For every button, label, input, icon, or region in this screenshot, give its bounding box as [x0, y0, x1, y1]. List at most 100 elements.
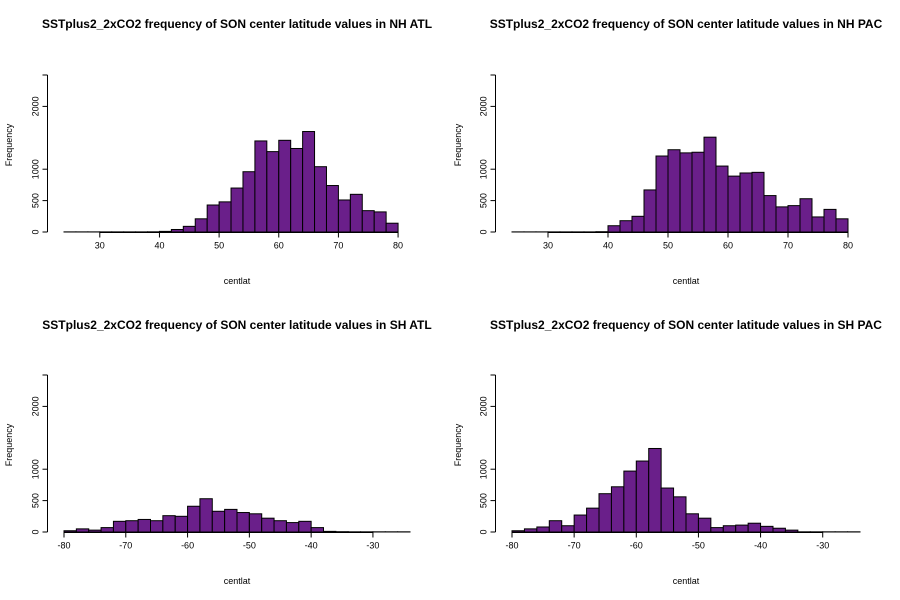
histogram-bar	[697, 517, 712, 533]
x-tick-label: 40	[603, 241, 613, 251]
histogram-bar	[775, 206, 789, 233]
histogram-bar	[248, 513, 263, 533]
y-tick-label: 2000	[31, 96, 41, 116]
panel-nh-pac: SSTplus2_2xCO2 frequency of SON center l…	[453, 17, 883, 286]
histogram-bar	[187, 505, 201, 533]
histogram-bar	[290, 147, 304, 233]
histogram-bar	[667, 149, 681, 233]
y-tick-label: 1000	[31, 459, 41, 479]
histogram-bar	[823, 208, 837, 233]
histogram-bar	[285, 522, 300, 533]
y-tick-label: 500	[31, 193, 41, 208]
histogram-bar	[100, 527, 114, 533]
histogram-bar	[760, 525, 774, 533]
histogram-bar	[536, 526, 550, 533]
histogram-bar	[206, 204, 220, 233]
histogram-bar	[236, 512, 250, 533]
histogram-bar	[648, 447, 662, 533]
histogram-bar	[125, 520, 139, 533]
x-tick-label: 80	[843, 241, 853, 251]
bars	[63, 131, 399, 233]
histogram-bar	[763, 195, 777, 233]
histogram-bar	[787, 205, 801, 233]
x-tick-label: -50	[243, 541, 256, 551]
histogram-bar	[619, 220, 633, 233]
y-tick-label: 1000	[479, 159, 489, 179]
x-tick-label: -60	[630, 541, 643, 551]
histogram-bar	[523, 528, 538, 533]
histogram-bar	[548, 520, 563, 533]
bars	[511, 447, 861, 533]
histogram-bar	[679, 152, 693, 233]
histogram-bar	[691, 151, 705, 233]
histogram-bar	[673, 496, 687, 533]
histogram-bar	[337, 199, 351, 233]
chart-title: SSTplus2_2xCO2 frequency of SON center l…	[490, 17, 883, 31]
histogram-bar	[739, 172, 753, 233]
panel-sh-pac: SSTplus2_2xCO2 frequency of SON center l…	[453, 318, 882, 586]
histogram-bar	[266, 151, 280, 233]
x-tick-label: -40	[754, 541, 767, 551]
histogram-bar	[325, 185, 339, 233]
histogram-bar	[199, 498, 213, 533]
histogram-bar	[747, 522, 762, 533]
panel-sh-atl: SSTplus2_2xCO2 frequency of SON center l…	[4, 318, 432, 586]
x-tick-label: 30	[95, 241, 105, 251]
y-tick-label: 1000	[479, 459, 489, 479]
x-tick-label: 40	[154, 241, 164, 251]
x-axis-label: centlat	[224, 576, 251, 586]
histogram-bar	[784, 529, 799, 533]
x-tick-label: 60	[723, 241, 733, 251]
x-tick-label: -80	[505, 541, 518, 551]
histogram-bar	[727, 175, 741, 233]
histogram-bar	[310, 527, 325, 533]
histogram-bar	[182, 225, 196, 233]
x-tick-label: 60	[274, 241, 284, 251]
histogram-bar	[385, 222, 399, 233]
histogram-bar	[174, 515, 189, 533]
x-tick-label: -80	[57, 541, 70, 551]
histogram-bar	[224, 508, 238, 533]
chart-title: SSTplus2_2xCO2 frequency of SON center l…	[490, 318, 882, 332]
x-tick-label: 50	[663, 241, 673, 251]
histogram-bar	[598, 493, 612, 533]
histogram-bar	[607, 225, 621, 233]
histogram-bar	[655, 155, 669, 233]
x-tick-label: -50	[692, 541, 705, 551]
histogram-bar	[573, 514, 588, 533]
histogram-bar	[63, 530, 77, 533]
y-axis-label: Frequency	[4, 123, 14, 166]
y-tick-label: 0	[31, 229, 41, 234]
histogram-bar	[112, 520, 127, 533]
bars	[511, 136, 849, 233]
histogram-bar	[137, 518, 151, 533]
histogram-bar	[799, 198, 813, 233]
histogram-bar	[314, 166, 327, 233]
x-tick-label: -30	[816, 541, 829, 551]
histogram-bar	[230, 187, 244, 233]
y-axis-label: Frequency	[453, 423, 463, 466]
y-tick-label: 0	[479, 529, 489, 534]
x-tick-label: -70	[119, 541, 132, 551]
histogram-bar	[302, 131, 316, 233]
histogram-bar	[835, 218, 849, 233]
histogram-bar	[751, 171, 765, 233]
x-tick-label: 70	[783, 241, 793, 251]
histogram-bar	[811, 216, 825, 233]
x-tick-label: -30	[366, 541, 379, 551]
x-tick-label: 50	[214, 241, 224, 251]
histogram-bar	[349, 193, 363, 233]
histogram-bar	[88, 529, 102, 533]
histogram-bar	[254, 140, 268, 233]
histogram-bar	[631, 215, 645, 233]
histogram-bar	[361, 210, 375, 233]
histogram-bar	[623, 470, 637, 533]
x-tick-label: -60	[181, 541, 194, 551]
panel-nh-atl: SSTplus2_2xCO2 frequency of SON center l…	[4, 17, 432, 286]
y-axis-label: Frequency	[4, 423, 14, 466]
y-tick-label: 2000	[479, 96, 489, 116]
histogram-bar	[715, 165, 729, 233]
chart-title: SSTplus2_2xCO2 frequency of SON center l…	[42, 318, 431, 332]
x-tick-label: -40	[305, 541, 318, 551]
